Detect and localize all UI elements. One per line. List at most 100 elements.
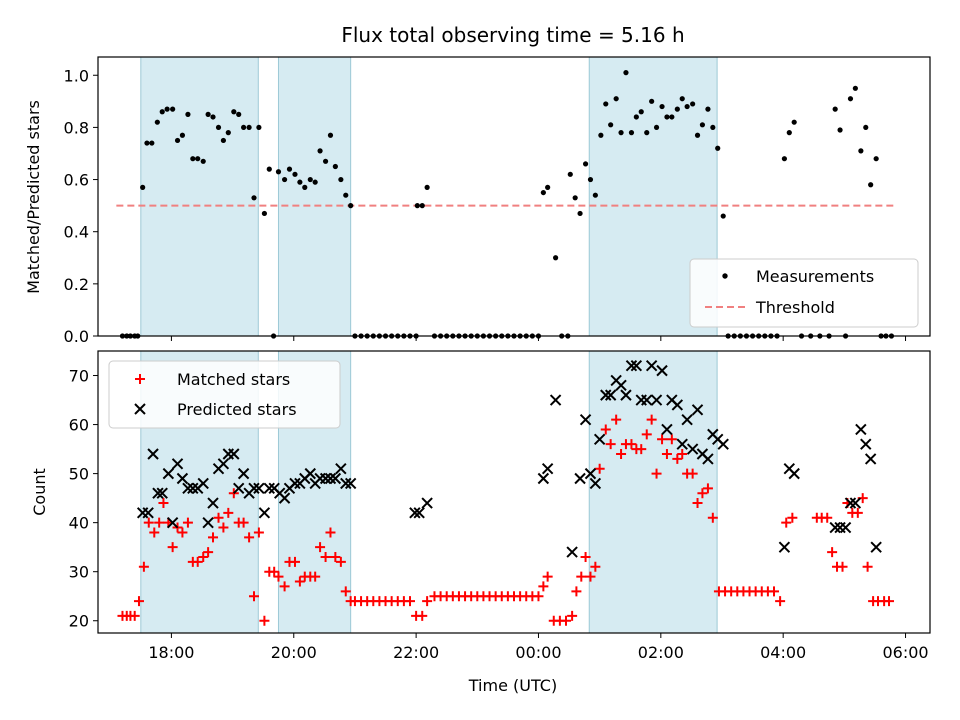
matched-star-point xyxy=(177,527,188,538)
ratio-panel: 0.0 0.2 0.4 0.6 0.8 1.0 Matched/Predicted sta… xyxy=(24,56,931,346)
counts-y-axis: 20 30 40 50 60 70 xyxy=(69,367,98,631)
predicted-star-point xyxy=(864,453,877,465)
predicted-star-point xyxy=(421,497,433,509)
matched-star-point xyxy=(542,571,553,582)
legend-matched-marker xyxy=(135,374,145,384)
predicted-star-point xyxy=(600,389,612,401)
matched-star-point xyxy=(182,517,193,528)
counts-x-tick-label: 02:00 xyxy=(638,643,684,662)
legend-measurements-label: Measurements xyxy=(756,267,874,286)
measurement-point xyxy=(231,109,237,115)
measurement-point xyxy=(553,255,559,261)
predicted-star-point xyxy=(829,521,841,534)
matched-star-point xyxy=(657,434,668,445)
measurement-point xyxy=(327,132,334,138)
predicted-star-point xyxy=(329,472,342,485)
measurement-point xyxy=(545,184,551,190)
measurement-point xyxy=(338,176,344,183)
matched-star-point xyxy=(702,483,713,494)
matched-star-point xyxy=(787,512,798,523)
measurement-point xyxy=(164,106,170,112)
matched-star-point xyxy=(138,561,149,572)
measurement-point xyxy=(256,124,262,131)
predicted-star-point xyxy=(778,541,791,553)
matched-star-point xyxy=(594,463,605,474)
matched-star-point xyxy=(697,488,708,499)
predicted-star-point xyxy=(641,394,653,406)
ratio-legend: Measurements Threshold xyxy=(689,258,919,328)
predicted-star-point xyxy=(849,497,862,509)
measurement-point xyxy=(694,132,701,138)
predicted-star-point xyxy=(258,507,271,519)
measurement-point xyxy=(649,98,655,104)
matched-star-point xyxy=(417,610,428,621)
matched-star-point xyxy=(605,439,616,450)
predicted-star-point xyxy=(717,438,729,450)
predicted-star-point xyxy=(686,443,699,455)
predicted-star-point xyxy=(650,394,663,406)
measurement-point xyxy=(613,96,619,102)
measurement-point xyxy=(608,122,614,128)
measurement-point xyxy=(653,124,660,131)
matched-star-point xyxy=(310,571,321,582)
matched-star-point xyxy=(249,591,259,602)
ratio-y-axis: 0.0 0.2 0.4 0.6 0.8 1.0 xyxy=(64,66,98,346)
matched-star-point xyxy=(279,581,290,592)
matched-star-point xyxy=(289,556,300,567)
matched-star-point xyxy=(822,512,833,523)
ratio-y-tick-label: 0.0 xyxy=(64,327,89,346)
measurement-point xyxy=(690,101,696,107)
matched-star-point xyxy=(600,424,611,435)
matched-star-point xyxy=(837,561,848,572)
predicted-star-point xyxy=(593,433,606,445)
measurement-point xyxy=(638,109,644,115)
ratio-y-tick-label: 0.2 xyxy=(64,275,89,294)
counts-legend-box xyxy=(108,360,341,429)
legend-threshold-label: Threshold xyxy=(755,298,835,317)
measurement-point xyxy=(246,124,252,131)
counts-y-tick-label: 50 xyxy=(69,465,89,484)
matched-star-point xyxy=(580,551,591,562)
observing-window-1 xyxy=(140,56,259,337)
predicted-star-point xyxy=(228,448,240,460)
ratio-y-tick-label: 0.6 xyxy=(64,171,89,190)
legend-predicted-marker xyxy=(134,403,146,415)
matched-star-point xyxy=(626,439,637,450)
predicted-star-point xyxy=(615,379,627,392)
predicted-star-point xyxy=(171,458,184,470)
ratio-y-axis-label: Matched/Predicted stars xyxy=(24,100,43,294)
measurement-point xyxy=(633,114,639,120)
ratio-legend-box xyxy=(689,258,919,328)
matched-star-point xyxy=(781,517,792,528)
predicted-star-point xyxy=(549,394,562,406)
predicted-star-point xyxy=(844,497,857,509)
predicted-star-point xyxy=(142,507,154,519)
matched-star-point xyxy=(325,527,336,538)
observing-window-2 xyxy=(277,56,352,337)
measurement-point xyxy=(873,156,879,162)
matched-star-point xyxy=(422,596,433,607)
measurement-point xyxy=(664,114,670,120)
matched-star-point xyxy=(192,556,203,567)
measurement-point xyxy=(791,119,797,125)
matched-star-point xyxy=(666,434,677,445)
predicted-star-point xyxy=(253,482,265,495)
measurement-point xyxy=(154,119,160,125)
counts-plot-frame xyxy=(97,350,931,634)
measurement-point xyxy=(185,111,191,117)
predicted-star-point xyxy=(324,472,337,485)
measurement-point xyxy=(837,127,843,133)
measurement-point xyxy=(710,124,716,131)
measurement-point xyxy=(292,171,298,177)
predicted-star-point xyxy=(263,482,276,495)
measurement-point xyxy=(858,148,864,154)
counts-x-tick-label: 18:00 xyxy=(148,643,194,662)
matched-star-point xyxy=(143,517,154,528)
matched-star-point xyxy=(133,596,144,607)
measurement-point xyxy=(266,166,272,172)
measurement-point xyxy=(577,210,583,217)
predicted-star-point xyxy=(788,467,800,480)
predicted-star-point xyxy=(604,389,617,401)
predicted-star-point xyxy=(661,423,673,436)
measurement-point xyxy=(195,156,201,162)
